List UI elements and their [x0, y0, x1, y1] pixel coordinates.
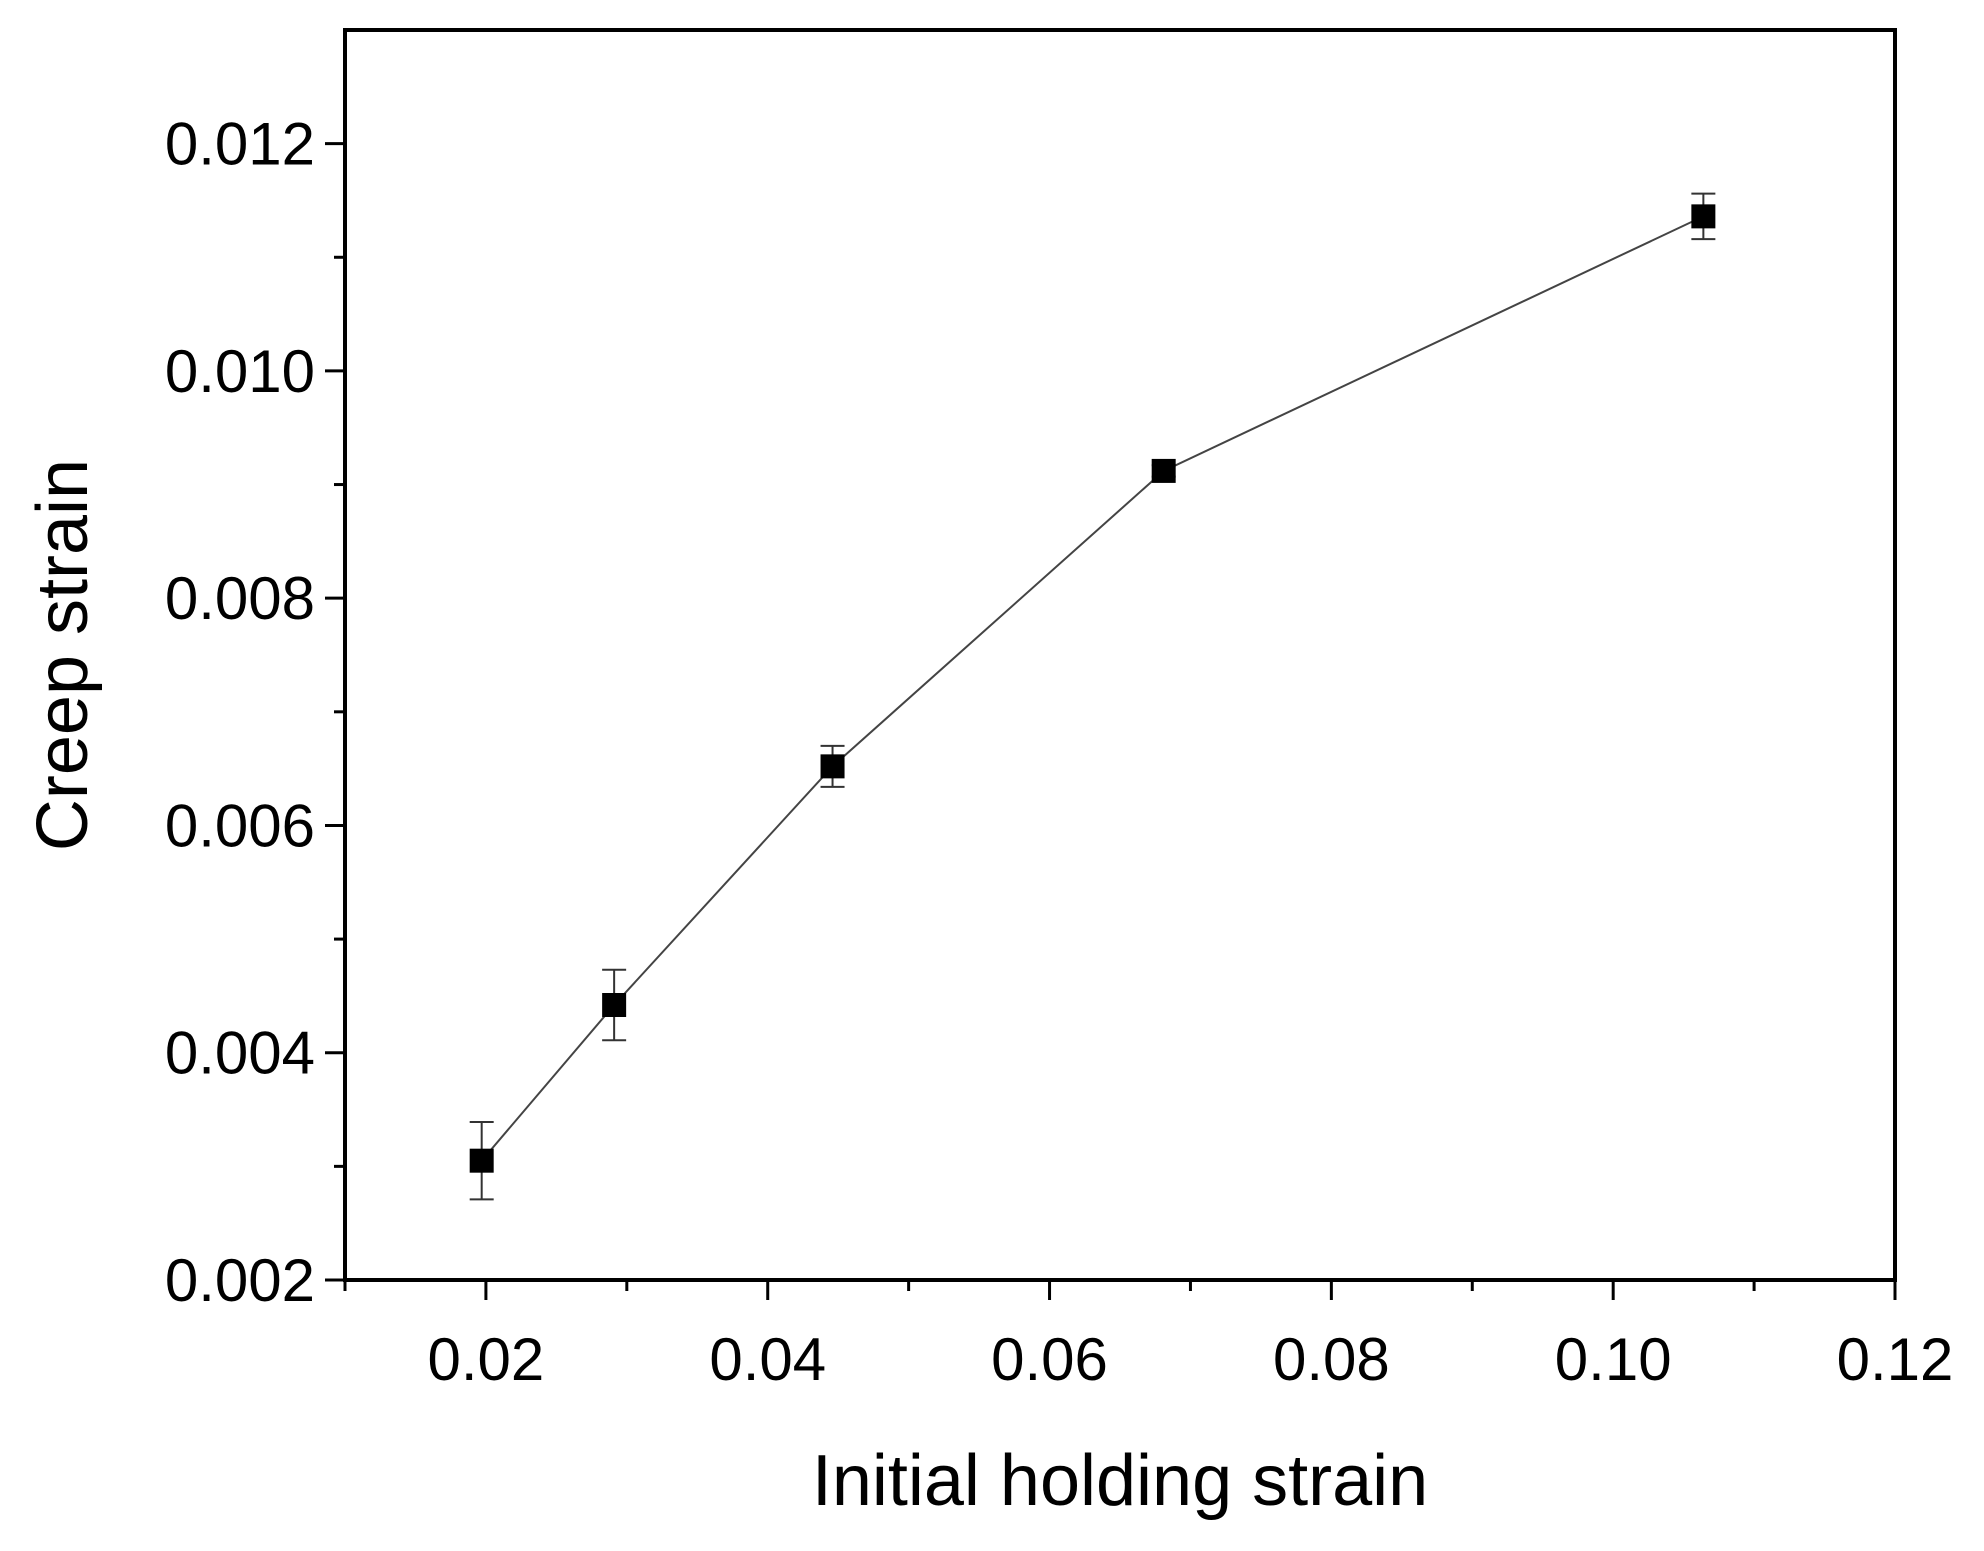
y-tick-label: 0.010	[165, 338, 315, 405]
data-point-marker	[1151, 458, 1176, 483]
x-tick-label: 0.02	[428, 1326, 545, 1393]
y-axis-label: Creep strain	[23, 459, 103, 851]
plot-frame	[343, 28, 1897, 1282]
series-line	[480, 215, 1704, 1162]
x-tick-label: 0.10	[1555, 1326, 1672, 1393]
x-tick-label: 0.12	[1837, 1326, 1954, 1393]
data-series	[469, 192, 1716, 1201]
data-point-marker	[602, 993, 627, 1017]
y-tick-label: 0.002	[165, 1247, 315, 1314]
axis-tick-labels: 0.02 0.04 0.06 0.08 0.10 0.12 0.002 0.004 0.006 0…	[165, 111, 1954, 1393]
axis-ticks	[325, 142, 1897, 1300]
y-tick-label: 0.004	[165, 1020, 315, 1087]
data-point-marker	[820, 754, 845, 779]
y-tick-label: 0.012	[165, 111, 315, 178]
y-tick-label: 0.008	[165, 565, 315, 632]
data-point-marker	[1691, 204, 1716, 229]
data-point-marker	[469, 1148, 494, 1173]
y-tick-label: 0.006	[165, 792, 315, 859]
x-axis-label: Initial holding strain	[812, 1441, 1428, 1521]
x-tick-label: 0.06	[991, 1326, 1108, 1393]
x-tick-label: 0.04	[709, 1326, 826, 1393]
x-tick-label: 0.08	[1273, 1326, 1390, 1393]
